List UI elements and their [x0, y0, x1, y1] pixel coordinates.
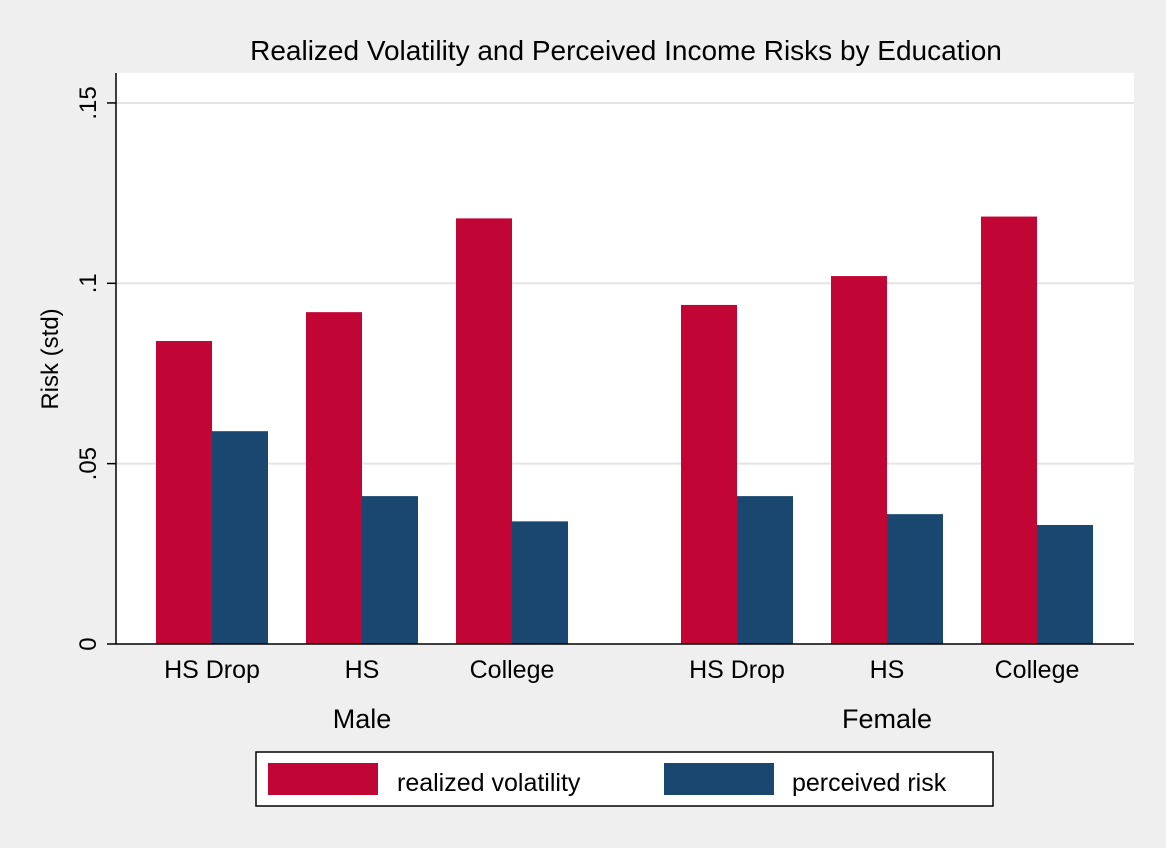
group-label-male: Male — [333, 704, 392, 734]
bar-perceived-risk-male-hs-drop — [212, 431, 268, 644]
chart-title: Realized Volatility and Perceived Income… — [250, 35, 1002, 66]
x-tick-labels: HS Drop HS College HS Drop HS College — [164, 656, 1079, 684]
y-axis-label: Risk (std) — [37, 308, 64, 409]
group-label-female: Female — [842, 704, 932, 734]
y-tick-label: 0 — [75, 637, 102, 650]
bar-perceived-risk-male-college — [512, 521, 568, 644]
bar-perceived-risk-female-hs — [887, 514, 943, 644]
y-ticks: 0 .05 .1 .15 — [75, 86, 116, 651]
legend-label-perceived-risk: perceived risk — [792, 769, 947, 797]
x-tick-label: College — [470, 656, 555, 684]
legend-swatch-perceived-risk — [664, 763, 774, 795]
legend-box — [255, 751, 994, 807]
bar-perceived-risk-male-hs — [362, 496, 418, 644]
legend-label-realized-volatility: realized volatility — [397, 769, 581, 797]
bar-realized-volatility-male-college — [456, 218, 512, 645]
x-tick-label: HS Drop — [164, 656, 260, 684]
gridlines — [116, 101, 1134, 465]
bar-realized-volatility-female-hs — [831, 276, 887, 644]
y-tick-label: .1 — [75, 273, 102, 293]
y-tick-label: .15 — [75, 86, 102, 119]
bar-realized-volatility-male-hs — [306, 312, 362, 644]
bar-realized-volatility-male-hs-drop — [156, 341, 212, 644]
bars — [156, 216, 1093, 645]
x-tick-label: HS — [345, 656, 380, 684]
x-tick-label: HS — [870, 656, 905, 684]
plot-area — [116, 73, 1134, 644]
bar-perceived-risk-female-college — [1037, 524, 1093, 644]
group-labels: Male Female — [333, 704, 932, 734]
bar-realized-volatility-female-hs-drop — [681, 304, 737, 644]
bar-perceived-risk-female-hs-drop — [737, 496, 793, 644]
bar-realized-volatility-female-college — [981, 216, 1037, 644]
x-tick-label: College — [995, 656, 1080, 684]
legend-swatch-realized-volatility — [268, 763, 378, 795]
y-tick-label: .05 — [75, 447, 102, 480]
x-tick-label: HS Drop — [689, 656, 785, 684]
